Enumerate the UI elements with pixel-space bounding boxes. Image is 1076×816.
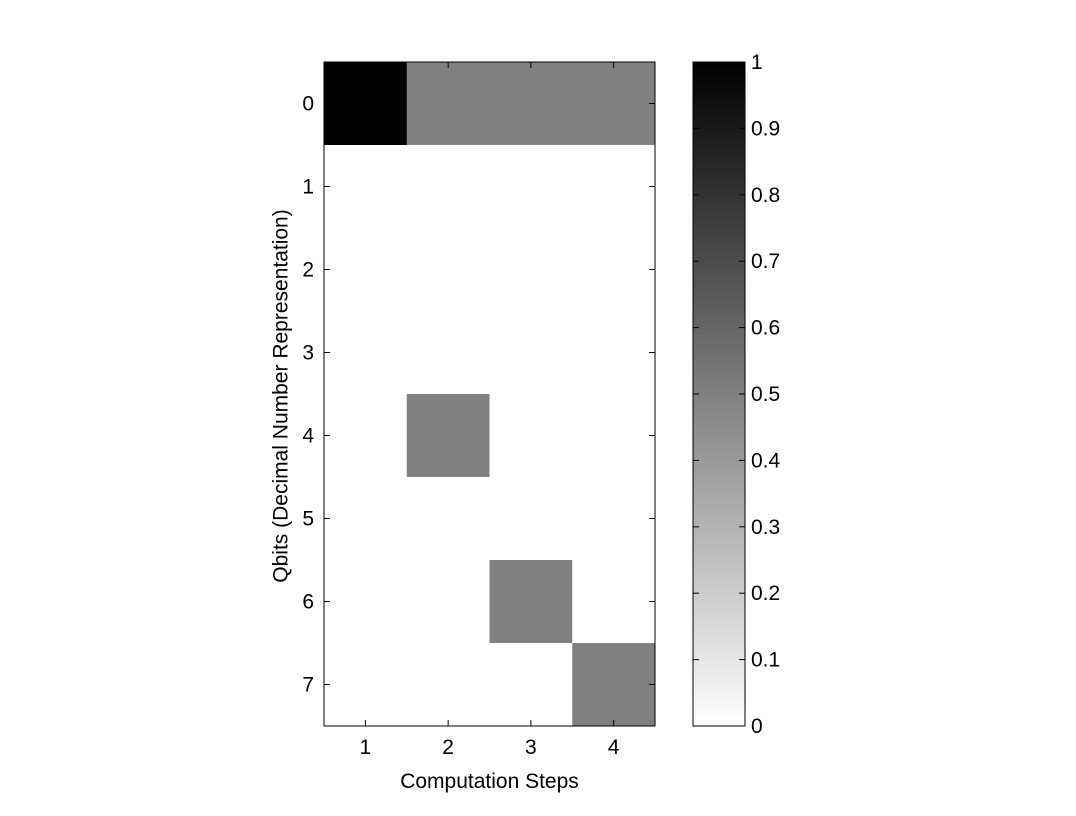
heatmap-cell-q3-s2	[406, 311, 490, 395]
x-tick-label: 3	[525, 736, 537, 759]
heatmap-cells	[324, 62, 656, 727]
heatmap-cell-q3-s4	[572, 311, 656, 395]
colorbar-tick-label: 0.9	[751, 117, 780, 140]
colorbar-tick-label: 0.8	[751, 184, 780, 207]
heatmap-cell-q2-s3	[489, 228, 573, 312]
heatmap-cell-q3-s3	[489, 311, 573, 395]
heatmap-cell-q5-s1	[324, 477, 408, 561]
heatmap-cell-q1-s3	[489, 145, 573, 229]
heatmap-cell-q4-s2	[406, 394, 490, 478]
colorbar-tick-label: 0.5	[751, 383, 780, 406]
heatmap-cell-q1-s1	[324, 145, 408, 229]
colorbar-tick-label: 1	[751, 51, 763, 74]
heatmap-cell-q0-s2	[406, 62, 490, 146]
y-tick-label: 2	[302, 259, 314, 282]
heatmap-cell-q7-s2	[406, 643, 490, 727]
heatmap-cell-q2-s4	[572, 228, 656, 312]
colorbar-tick-label: 0.3	[751, 516, 780, 539]
y-tick-label: 5	[302, 508, 314, 531]
heatmap-cell-q6-s2	[406, 560, 490, 644]
y-axis-title: Qbits (Decimal Number Representation)	[270, 209, 293, 582]
y-tick-label: 6	[302, 591, 314, 614]
heatmap-cell-q4-s1	[324, 394, 408, 478]
colorbar-tick-label: 0.4	[751, 449, 781, 472]
y-axis-ticks: 0 1 2 3 4 5 6 7	[302, 93, 655, 697]
heatmap-cell-q7-s4	[572, 643, 656, 727]
colorbar	[692, 61, 746, 727]
heatmap-cell-q5-s4	[572, 477, 656, 561]
x-tick-label: 2	[442, 736, 454, 759]
x-tick-label: 4	[608, 736, 620, 759]
heatmap-cell-q0-s4	[572, 62, 656, 146]
heatmap-cell-q0-s3	[489, 62, 573, 146]
colorbar-tick-label: 0.7	[751, 250, 780, 273]
heatmap-cell-q0-s1	[324, 62, 408, 146]
colorbar-tick-label: 0.6	[751, 317, 780, 340]
heatmap-cell-q5-s2	[406, 477, 490, 561]
y-tick-label: 0	[302, 93, 314, 116]
heatmap-cell-q2-s1	[324, 228, 408, 312]
heatmap-cell-q2-s2	[406, 228, 490, 312]
colorbar-tick-label: 0.1	[751, 649, 780, 672]
y-tick-label: 1	[302, 176, 314, 199]
colorbar-ticks: 0 0.1 0.2 0.3 0.4 0.5 0.6 0.7 0.8 0.9 1	[693, 51, 781, 738]
heatmap-cell-q6-s1	[324, 560, 408, 644]
x-tick-label: 1	[360, 736, 372, 759]
plot-frame	[323, 61, 656, 727]
y-tick-label: 3	[302, 342, 314, 365]
heatmap-cell-q1-s4	[572, 145, 656, 229]
heatmap-cell-q7-s1	[324, 643, 408, 727]
colorbar-tick-label: 0	[751, 715, 763, 738]
x-axis-title: Computation Steps	[400, 770, 579, 793]
heatmap-cell-q5-s3	[489, 477, 573, 561]
heatmap-cell-q6-s3	[489, 560, 573, 644]
heatmap-cell-q6-s4	[572, 560, 656, 644]
y-tick-label: 7	[302, 674, 314, 697]
heatmap-cell-q4-s3	[489, 394, 573, 478]
y-tick-label: 4	[302, 425, 314, 448]
heatmap-cell-q3-s1	[324, 311, 408, 395]
heatmap-cell-q1-s2	[406, 145, 490, 229]
x-axis-ticks: 1 2 3 4	[360, 62, 620, 759]
colorbar-tick-label: 0.2	[751, 582, 780, 605]
heatmap-cell-q7-s3	[489, 643, 573, 727]
heatmap-cell-q4-s4	[572, 394, 656, 478]
